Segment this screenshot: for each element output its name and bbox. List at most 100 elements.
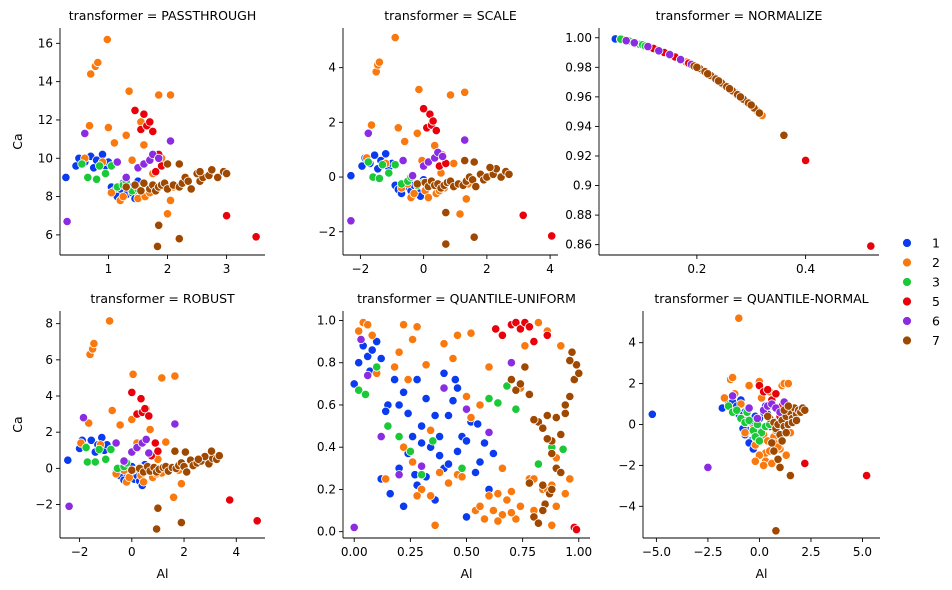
data-point-series-7: [547, 448, 557, 459]
data-point-series-1: [398, 387, 409, 397]
data-point-series-6: [654, 46, 664, 56]
data-point-series-6: [407, 171, 418, 181]
data-point-series-7: [735, 92, 746, 102]
data-point-series-3: [77, 159, 87, 169]
data-point-series-2: [86, 69, 96, 79]
data-point-series-7: [162, 159, 173, 169]
data-point-series-5: [251, 232, 261, 242]
y-tick-label: 0.96: [565, 90, 592, 104]
x-tick-label: 2: [164, 262, 172, 276]
data-point-series-6: [752, 413, 763, 423]
data-point-series-2: [115, 420, 125, 430]
data-point-series-1: [443, 410, 454, 421]
x-axis-title: Al: [156, 566, 168, 581]
data-point-series-1: [434, 431, 445, 442]
data-point-series-2: [390, 32, 400, 43]
data-point-series-2: [409, 188, 419, 199]
y-tick-label: 1.0: [317, 314, 336, 328]
y-tick-label: 6: [45, 228, 53, 242]
data-point-series-5: [140, 404, 150, 414]
data-point-series-7: [186, 184, 196, 194]
data-point-series-2: [84, 121, 95, 131]
data-point-series-5: [524, 322, 535, 332]
data-point-series-5: [127, 387, 137, 397]
data-point-series-6: [675, 54, 686, 65]
data-point-series-5: [222, 211, 232, 221]
data-point-series-3: [484, 393, 494, 404]
data-point-series-3: [457, 463, 467, 473]
data-point-series-2: [547, 520, 557, 530]
x-tick-label: 0.4: [796, 262, 815, 276]
data-point-series-2: [497, 510, 507, 520]
data-point-series-2: [400, 136, 410, 147]
data-point-series-5: [130, 105, 140, 116]
data-point-series-2: [511, 514, 521, 524]
data-point-series-1: [452, 383, 463, 393]
data-point-series-2: [389, 362, 400, 372]
y-tick-label: 16: [38, 36, 53, 50]
data-point-series-6: [727, 391, 738, 401]
data-point-series-5: [515, 324, 526, 334]
data-point-series-3: [405, 446, 415, 456]
data-point-series-2: [488, 505, 498, 516]
data-point-series-2: [461, 391, 472, 402]
y-tick-label: 0: [628, 418, 636, 432]
data-point-series-3: [502, 381, 512, 391]
data-point-series-7: [560, 408, 570, 418]
data-point-series-2: [366, 120, 377, 130]
data-point-series-5: [542, 330, 552, 340]
legend-marker: [902, 257, 912, 268]
legend-marker: [902, 277, 912, 287]
data-point-series-2: [407, 457, 418, 467]
data-point-series-3: [744, 415, 754, 425]
data-point-series-3: [533, 459, 544, 469]
legend-label: 7: [932, 333, 940, 348]
x-tick-label: 0.75: [509, 545, 536, 559]
data-point-series-2: [93, 57, 103, 68]
data-point-series-2: [89, 338, 99, 349]
x-tick-label: 0: [128, 545, 136, 559]
data-point-series-6: [437, 151, 448, 162]
y-tick-label: −2: [35, 498, 53, 512]
x-tick-label: 0: [420, 262, 428, 276]
data-point-series-1: [398, 501, 409, 511]
data-point-series-2: [750, 456, 760, 466]
legend-label: 5: [932, 294, 940, 309]
data-point-series-7: [800, 405, 810, 415]
legend-label: 1: [932, 236, 940, 251]
data-point-series-1: [97, 149, 108, 159]
data-point-series-2: [758, 460, 769, 470]
data-point-series-5: [800, 155, 811, 165]
data-point-series-1: [346, 171, 356, 181]
data-point-series-6: [703, 462, 713, 472]
data-point-series-2: [170, 371, 180, 381]
data-point-series-7: [560, 400, 570, 410]
data-point-series-2: [139, 140, 149, 150]
data-point-series-2: [556, 341, 566, 351]
data-point-series-7: [724, 84, 735, 94]
data-point-series-1: [63, 455, 73, 465]
data-point-series-2: [445, 90, 456, 100]
data-point-series-2: [443, 478, 454, 488]
data-point-series-7: [529, 415, 539, 425]
x-tick-label: 1.00: [565, 545, 592, 559]
data-point-series-7: [121, 182, 131, 192]
data-point-series-6: [398, 156, 408, 166]
data-point-series-2: [118, 192, 128, 202]
data-point-series-3: [732, 405, 742, 415]
data-point-series-6: [363, 370, 373, 380]
data-point-series-6: [141, 434, 151, 444]
x-tick-label: −2: [352, 262, 370, 276]
data-point-series-2: [744, 380, 754, 391]
data-point-series-7: [222, 169, 232, 179]
data-point-series-5: [148, 126, 158, 136]
points: [346, 32, 557, 249]
data-point-series-7: [153, 503, 163, 513]
y-tick-label: 0.0: [317, 525, 336, 539]
data-point-series-6: [64, 501, 74, 511]
data-point-series-1: [416, 438, 427, 448]
data-point-series-2: [157, 373, 167, 383]
data-point-series-2: [161, 437, 171, 447]
